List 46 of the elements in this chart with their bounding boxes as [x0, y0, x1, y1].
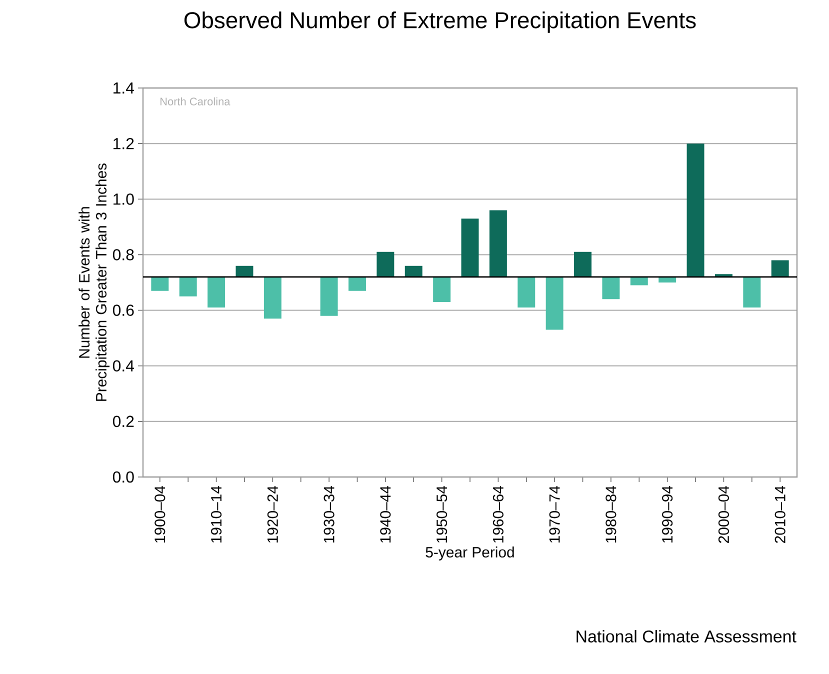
bar [236, 266, 254, 277]
y-tick-label: 1.4 [114, 82, 134, 94]
y-tick-label: 0.6 [112, 304, 134, 316]
bar [348, 276, 366, 291]
x-tick-label: 1960–64 [492, 486, 504, 543]
bar [630, 276, 648, 286]
x-tick-label: 1920–24 [267, 486, 278, 543]
x-tick-label: 1910–14 [211, 486, 222, 543]
bar [433, 276, 451, 302]
y-axis-title: Number of Events with Precipitation Greater Than 3 Inches [78, 163, 110, 401]
bar [686, 144, 704, 277]
bar [574, 252, 592, 277]
bar [320, 276, 338, 316]
bar [658, 276, 676, 282]
bar [743, 276, 761, 308]
bar [518, 276, 536, 308]
bar [404, 266, 422, 277]
x-tick-label: 1930–34 [324, 486, 334, 543]
annotation: North Carolina [160, 97, 230, 106]
bar [179, 276, 197, 296]
bar [376, 252, 394, 277]
x-tick-label: 1980–84 [606, 486, 616, 543]
x-tick-label: 1950–54 [436, 486, 448, 543]
x-axis-title: 5-year Period [426, 546, 514, 560]
x-tick-label: 1940–44 [380, 486, 391, 543]
bar [264, 276, 282, 319]
x-tick-label: 2000–04 [718, 486, 729, 543]
bar [489, 210, 507, 277]
bar [208, 276, 226, 308]
y-tick-label: 0.2 [112, 416, 134, 428]
x-tick-label: 2010–14 [774, 486, 786, 543]
bar [602, 276, 620, 300]
bar [771, 260, 789, 277]
y-tick-label: 0.0 [112, 471, 134, 483]
y-tick-label: 1.2 [114, 138, 134, 150]
x-tick-label: 1970–74 [549, 486, 560, 543]
x-tick-label: 1990–94 [662, 486, 673, 543]
bar [546, 276, 564, 330]
x-tick-label: 1900–04 [154, 486, 166, 543]
y-tick-label: 0.8 [112, 249, 134, 260]
chart-title: Observed Number of Extreme Precipitation Events [184, 12, 696, 33]
text: National Climate Assessment [576, 630, 796, 642]
y-tick-label: 0.4 [112, 360, 134, 372]
y-tick-label: 1.0 [114, 194, 134, 205]
bar [461, 218, 479, 277]
bar [151, 276, 169, 291]
